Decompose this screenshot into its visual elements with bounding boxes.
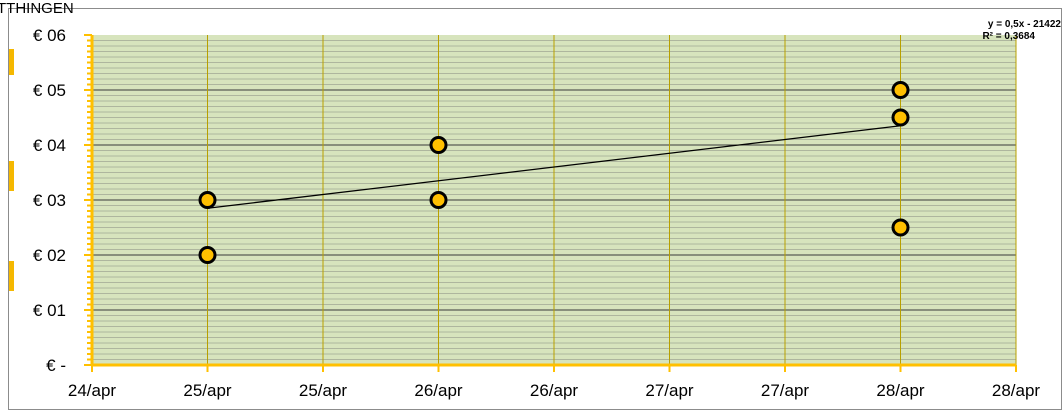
- y-tick-label: € 01: [33, 301, 66, 320]
- tick-labels: € - € 01 € 02 € 03 € 04 € 05 € 06 24/apr 25/apr 2…: [33, 26, 1041, 400]
- x-tick-label: 24/apr: [68, 381, 117, 400]
- data-point: [198, 246, 217, 264]
- scatter-chart: € - € 01 € 02 € 03 € 04 € 05 € 06 24/apr 25/apr 2…: [33, 19, 1062, 400]
- data-point: [891, 108, 910, 127]
- data-point: [891, 218, 910, 237]
- x-tick-label: 27/apr: [761, 381, 810, 400]
- axes: [84, 34, 1017, 372]
- left-edge-marker: [9, 161, 14, 191]
- left-edge-marker: [9, 261, 14, 291]
- data-point: [198, 191, 217, 209]
- x-tick-label: 25/apr: [299, 381, 348, 400]
- x-tick-label: 26/apr: [414, 381, 463, 400]
- y-tick-label: € 02: [33, 246, 66, 265]
- trendline-layer: [207, 125, 901, 209]
- data-point: [429, 136, 448, 154]
- trendline-r-squared: R² = 0,3684: [982, 31, 1035, 42]
- x-tick-label: 28/apr: [992, 381, 1041, 400]
- y-tick-label: € 03: [33, 191, 66, 210]
- y-tick-label: € 05: [33, 81, 66, 100]
- y-tick-label: € -: [46, 356, 66, 375]
- data-point: [429, 191, 448, 209]
- x-tick-label: 25/apr: [183, 381, 232, 400]
- data-point: [891, 81, 910, 99]
- trendline-equation: y = 0,5x - 21422: [988, 19, 1062, 30]
- data-points: [198, 81, 910, 264]
- left-edge-marker: [9, 49, 14, 75]
- chart-title: TTHINGEN: [0, 0, 74, 17]
- y-tick-label: € 06: [33, 26, 66, 45]
- trendline: [207, 125, 901, 209]
- x-tick-label: 27/apr: [645, 381, 694, 400]
- grid: [92, 35, 1017, 365]
- x-tick-label: 26/apr: [530, 381, 579, 400]
- x-tick-label: 28/apr: [876, 381, 925, 400]
- y-tick-label: € 04: [33, 136, 66, 155]
